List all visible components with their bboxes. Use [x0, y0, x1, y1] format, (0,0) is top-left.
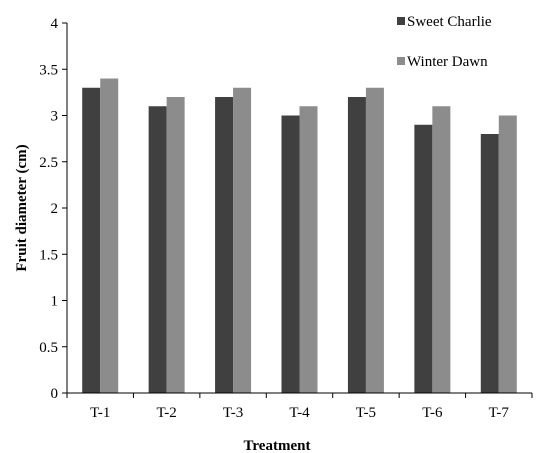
y-axis: 0 0.5 1 1.5 2 2.5 3 3.5 4	[39, 16, 67, 402]
bar-winter-dawn-t-3	[233, 87, 252, 393]
bar-sweet-charlie-t-4	[281, 115, 300, 393]
bar-winter-dawn-t-4	[299, 106, 318, 393]
bar-sweet-charlie-t-7	[480, 134, 499, 393]
legend-swatch	[397, 57, 405, 65]
x-tick-label: T-2	[157, 405, 177, 421]
bar-winter-dawn-t-7	[498, 115, 517, 393]
bar-sweet-charlie-t-1	[82, 87, 101, 393]
x-tick-label: T-5	[356, 405, 376, 421]
y-tick-label: 2.5	[39, 155, 58, 171]
bar-winter-dawn-t-2	[166, 97, 185, 393]
x-tick-label: T-7	[489, 405, 510, 421]
y-tick-label: 3.5	[39, 62, 58, 78]
legend-label: Winter Dawn	[407, 54, 488, 70]
x-tick-label: T-1	[90, 405, 110, 421]
y-tick-label: 0	[51, 386, 59, 402]
y-tick-label: 3	[51, 109, 59, 125]
x-axis: T-1 T-2 T-3 T-4 T-5 T-6 T-7	[66, 393, 533, 421]
x-axis-title: Treatment	[244, 438, 311, 453]
bar-sweet-charlie-t-6	[414, 124, 433, 393]
y-tick-label: 0.5	[39, 340, 58, 356]
y-tick-label: 1	[51, 294, 59, 310]
bar-winter-dawn-t-5	[365, 87, 384, 393]
bars	[82, 78, 517, 393]
y-tick-label: 2	[51, 201, 59, 217]
x-tick-label: T-4	[289, 405, 310, 421]
bar-sweet-charlie-t-5	[347, 97, 366, 393]
x-tick-label: T-6	[422, 405, 443, 421]
legend: Sweet Charlie Winter Dawn	[397, 14, 492, 70]
legend-swatch	[397, 17, 405, 25]
y-axis-title: Fruit diameter (cm)	[14, 144, 30, 271]
bar-sweet-charlie-t-3	[215, 97, 234, 393]
y-tick-label: 4	[51, 16, 59, 32]
bar-sweet-charlie-t-2	[148, 106, 167, 393]
legend-label: Sweet Charlie	[407, 14, 492, 30]
y-tick-label: 1.5	[39, 247, 58, 263]
bar-winter-dawn-t-1	[100, 78, 119, 393]
bar-winter-dawn-t-6	[432, 106, 451, 393]
x-tick-label: T-3	[223, 405, 243, 421]
